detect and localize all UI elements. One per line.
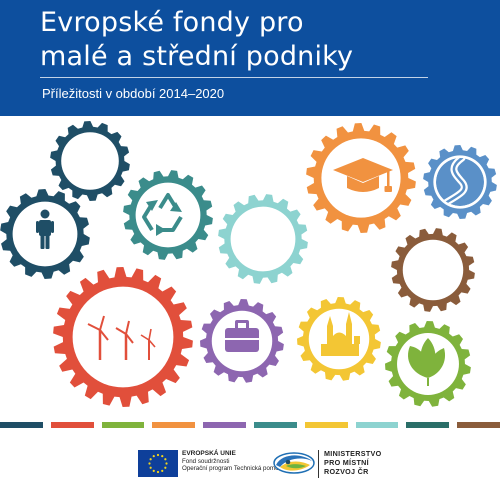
leaf-icon bbox=[408, 338, 446, 386]
eu-star-icon bbox=[148, 462, 151, 465]
ministry-logo-icon bbox=[273, 452, 315, 474]
river-icon bbox=[436, 158, 484, 206]
ministry-line-1: MINISTERSTVO bbox=[324, 449, 382, 458]
color-stripe bbox=[355, 422, 399, 428]
ministry-divider bbox=[318, 450, 319, 478]
eu-star-icon bbox=[152, 455, 155, 458]
eu-star-icon bbox=[161, 469, 164, 472]
eu-star-icon bbox=[152, 469, 155, 472]
ministry-caption: MINISTERSTVO PRO MÍSTNÍ ROZVOJ ČR bbox=[324, 449, 382, 476]
eu-program-label: Operační program Technická pomoc bbox=[182, 465, 282, 472]
eu-fund-label: Fond soudržnosti bbox=[182, 457, 230, 465]
ministry-line-2: PRO MÍSTNÍ bbox=[324, 458, 369, 467]
eu-star-icon bbox=[165, 462, 168, 465]
color-stripe bbox=[50, 422, 94, 428]
eu-flag-logo bbox=[138, 450, 178, 477]
gear-blank-dark bbox=[50, 121, 130, 201]
wind-turbine-icon bbox=[87, 315, 156, 360]
page-subtitle: Příležitosti v období 2014–2020 bbox=[42, 86, 225, 101]
eu-star-icon bbox=[156, 470, 160, 474]
gears-illustration bbox=[0, 121, 497, 407]
color-stripe bbox=[254, 422, 297, 428]
title-line-2: malé a střední podniky bbox=[40, 41, 354, 72]
church-icon bbox=[321, 312, 360, 356]
gear-wind bbox=[53, 267, 193, 407]
color-stripe bbox=[101, 422, 145, 428]
briefcase-icon bbox=[225, 320, 259, 352]
color-stripe bbox=[0, 422, 43, 428]
color-stripe bbox=[203, 422, 246, 428]
eu-caption: EVROPSKÁ UNIE Fond soudržnosti Operační … bbox=[182, 450, 282, 473]
gear-blank-light bbox=[218, 194, 308, 284]
page-title: Evropské fondy pro malé a střední podnik… bbox=[40, 6, 353, 74]
eu-star-icon bbox=[161, 455, 164, 458]
eu-star-icon bbox=[164, 466, 167, 469]
header-divider bbox=[40, 77, 428, 78]
graduation-cap-icon bbox=[333, 158, 393, 192]
ministry-line-3: ROZVOJ ČR bbox=[324, 467, 369, 476]
color-stripe bbox=[406, 422, 450, 428]
eu-union-label: EVROPSKÁ UNIE bbox=[182, 450, 236, 457]
gear-blank-brown bbox=[391, 228, 475, 312]
eu-star-icon bbox=[149, 466, 152, 469]
eu-star-icon bbox=[164, 458, 167, 461]
color-stripe bbox=[304, 422, 348, 428]
header-banner: Evropské fondy pro malé a střední podnik… bbox=[0, 0, 500, 116]
recycle-icon bbox=[142, 193, 183, 236]
color-stripe bbox=[152, 422, 196, 428]
person-icon bbox=[36, 209, 54, 249]
eu-star-icon bbox=[149, 458, 152, 461]
eu-star-icon bbox=[156, 453, 160, 457]
title-line-1: Evropské fondy pro bbox=[40, 7, 304, 38]
gear-recycle bbox=[123, 170, 213, 260]
color-stripe bbox=[457, 422, 500, 428]
